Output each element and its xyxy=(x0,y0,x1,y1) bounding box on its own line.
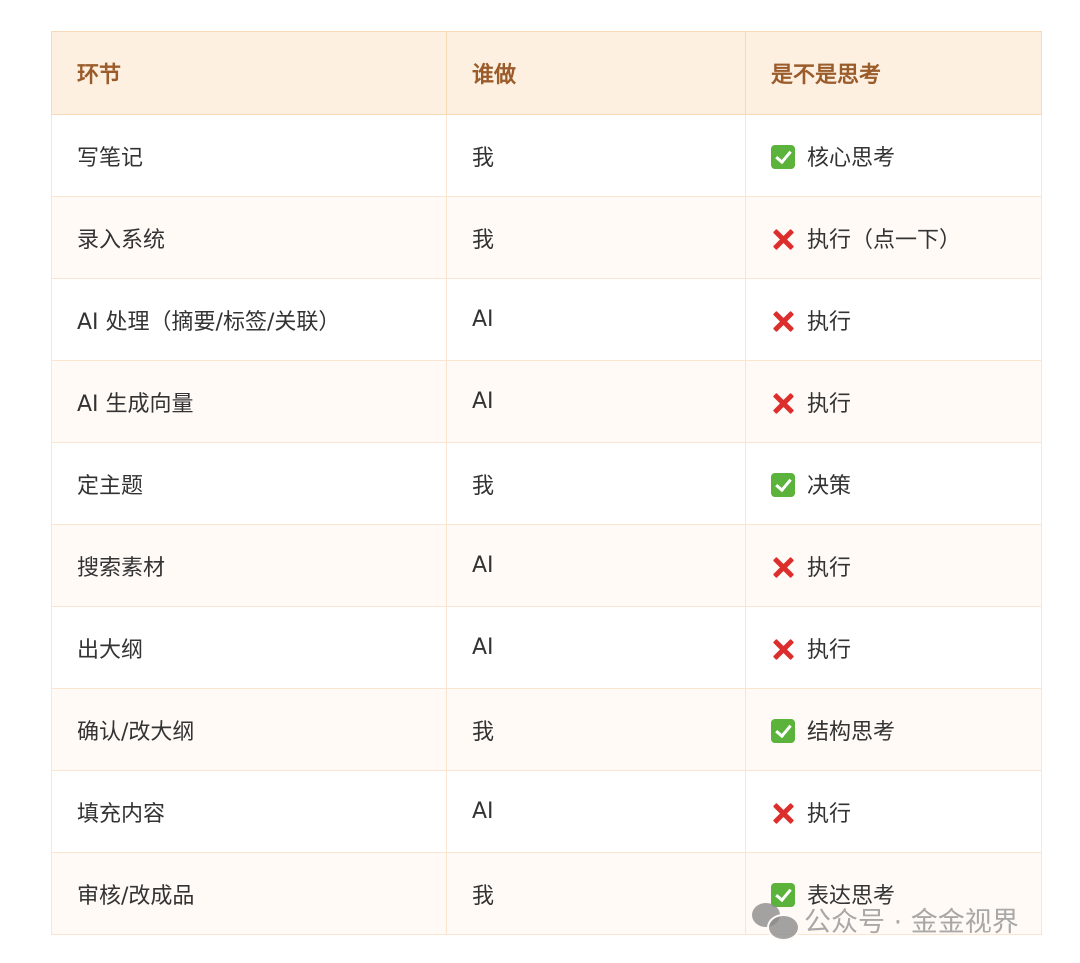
table-row: 出大纲 AI 执行 xyxy=(51,606,1042,689)
thinking-label: 结构思考 xyxy=(807,719,896,745)
cell-who: AI xyxy=(446,524,746,607)
cell-thinking: 执行 xyxy=(745,524,1042,607)
cell-thinking: 执行 xyxy=(745,770,1042,853)
header-thinking: 是不是思考 xyxy=(745,31,1042,115)
thinking-label: 执行 xyxy=(807,637,852,663)
cell-step: 审核/改成品 xyxy=(51,852,447,935)
cross-mark-icon xyxy=(771,637,795,661)
cell-who: 我 xyxy=(446,114,746,197)
check-mark-button-icon xyxy=(771,144,795,169)
cell-thinking: 决策 xyxy=(745,442,1042,525)
check-mark-button-icon xyxy=(771,718,795,743)
thinking-label: 执行 xyxy=(807,309,852,335)
thinking-table: 环节 谁做 是不是思考 写笔记我核心思考 录入系统我执行（点一下） AI 处理（摘要… xyxy=(51,31,1042,935)
cell-who: AI xyxy=(446,770,746,853)
thinking-label: 执行（点一下） xyxy=(807,227,962,253)
cell-who: 我 xyxy=(446,442,746,525)
thinking-label: 执行 xyxy=(807,801,852,827)
table-row: AI 处理（摘要/标签/关联） AI 执行 xyxy=(51,278,1042,361)
cell-who: AI xyxy=(446,278,746,361)
cell-who: AI xyxy=(446,360,746,443)
thinking-label: 决策 xyxy=(807,473,852,499)
cell-step: 定主题 xyxy=(51,442,447,525)
cross-mark-icon xyxy=(771,309,795,333)
cell-step: 确认/改大纲 xyxy=(51,688,447,771)
cross-mark-icon xyxy=(771,227,795,251)
cell-who: AI xyxy=(446,606,746,689)
table-row: 录入系统我 执行（点一下） xyxy=(51,196,1042,279)
header-step: 环节 xyxy=(51,31,447,115)
table-row: 搜索素材 AI 执行 xyxy=(51,524,1042,607)
cross-mark-icon xyxy=(771,391,795,415)
cell-who: 我 xyxy=(446,688,746,771)
cell-step: 录入系统 xyxy=(51,196,447,279)
check-mark-button-icon xyxy=(771,882,795,907)
thinking-label: 执行 xyxy=(807,555,852,581)
table-row: AI 生成向量 AI 执行 xyxy=(51,360,1042,443)
check-mark-button-icon xyxy=(771,472,795,497)
cell-step: 搜索素材 xyxy=(51,524,447,607)
cross-mark-icon xyxy=(771,555,795,579)
watermark: 公众号 · 金金视界 xyxy=(752,900,1019,941)
cell-thinking: 结构思考 xyxy=(745,688,1042,771)
cell-thinking: 执行（点一下） xyxy=(745,196,1042,279)
cell-thinking: 执行 xyxy=(745,360,1042,443)
header-who: 谁做 xyxy=(446,31,746,115)
cell-who: 我 xyxy=(446,196,746,279)
thinking-label: 核心思考 xyxy=(807,145,896,171)
cell-step: 填充内容 xyxy=(51,770,447,853)
cell-step: 出大纲 xyxy=(51,606,447,689)
wechat-icon xyxy=(752,902,800,941)
table-header-row: 环节 谁做 是不是思考 xyxy=(51,31,1042,115)
cell-thinking: 核心思考 xyxy=(745,114,1042,197)
cell-thinking: 执行 xyxy=(745,278,1042,361)
thinking-label: 执行 xyxy=(807,391,852,417)
table-row: 确认/改大纲我 结构思考 xyxy=(51,688,1042,771)
table-row: 填充内容 AI 执行 xyxy=(51,770,1042,853)
cross-mark-icon xyxy=(771,801,795,825)
cell-thinking: 执行 xyxy=(745,606,1042,689)
table-row: 定主题我 决策 xyxy=(51,442,1042,525)
table-row: 写笔记我 核心思考 xyxy=(51,114,1042,197)
cell-step: 写笔记 xyxy=(51,114,447,197)
cell-who: 我 xyxy=(446,852,746,935)
thinking-label: 表达思考 xyxy=(807,883,896,909)
cell-step: AI 生成向量 xyxy=(51,360,447,443)
cell-step: AI 处理（摘要/标签/关联） xyxy=(51,278,447,361)
watermark-text: 公众号 · 金金视界 xyxy=(804,907,1019,938)
